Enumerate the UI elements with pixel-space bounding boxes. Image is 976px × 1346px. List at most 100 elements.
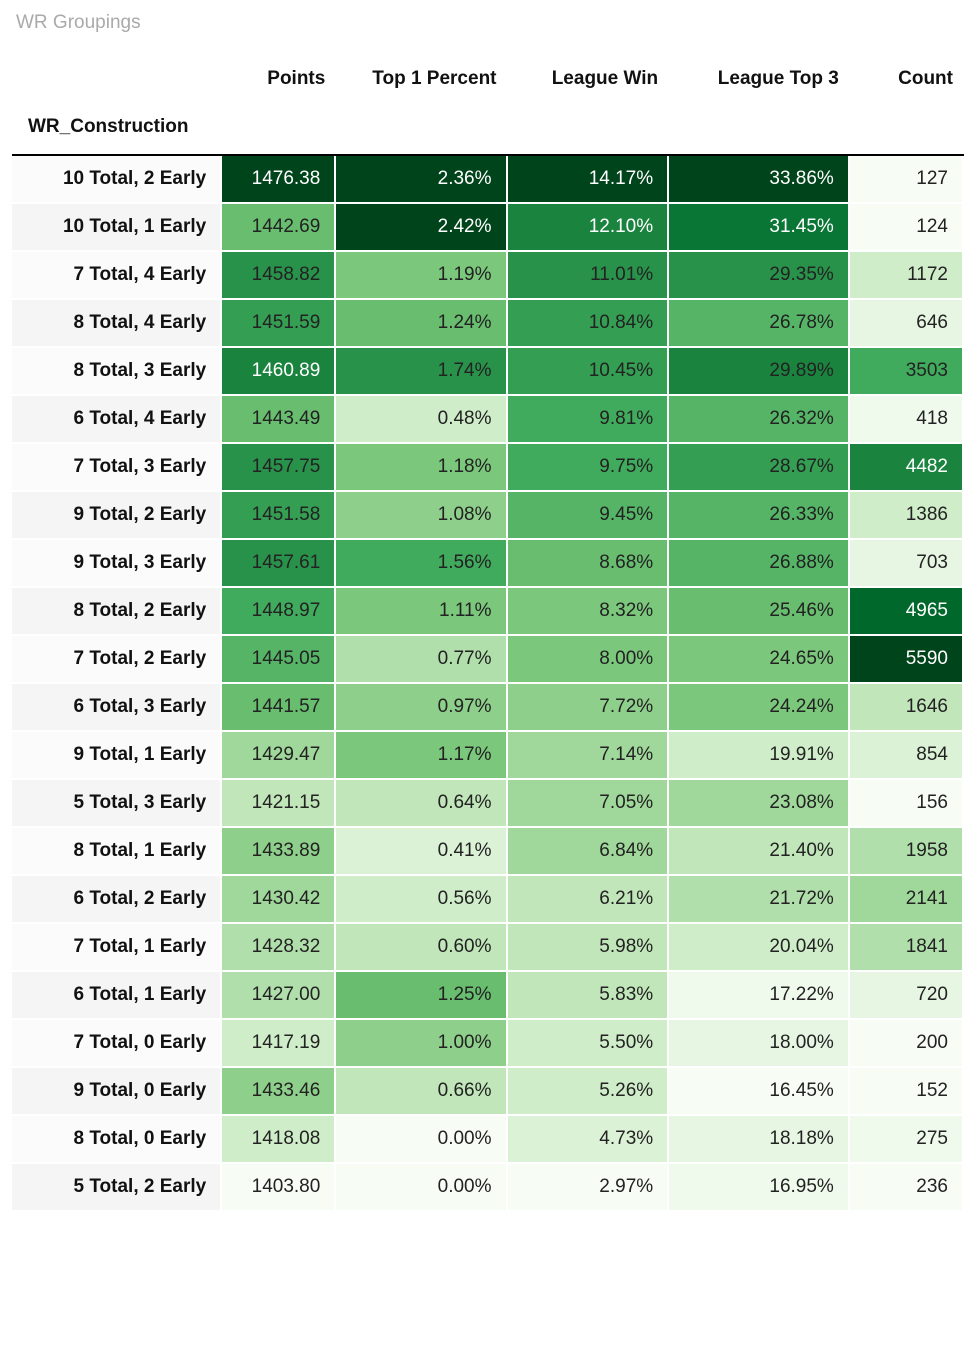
cell-count: 4482 (849, 443, 963, 491)
cell-lwin: 9.75% (507, 443, 669, 491)
cell-count: 2141 (849, 875, 963, 923)
cell-ltop3: 25.46% (668, 587, 849, 635)
cell-ltop3: 16.95% (668, 1163, 849, 1211)
table-row: 7 Total, 3 Early1457.751.18%9.75%28.67%4… (12, 443, 963, 491)
cell-lwin: 10.45% (507, 347, 669, 395)
cell-count: 156 (849, 779, 963, 827)
row-label: 6 Total, 2 Early (12, 875, 221, 923)
row-label: 6 Total, 1 Early (12, 971, 221, 1019)
cell-ltop3: 24.65% (668, 635, 849, 683)
table-row: 8 Total, 0 Early1418.080.00%4.73%18.18%2… (12, 1115, 963, 1163)
cell-top1: 0.00% (335, 1163, 506, 1211)
cell-ltop3: 29.89% (668, 347, 849, 395)
col-header-count: Count (849, 58, 963, 104)
cell-lwin: 5.83% (507, 971, 669, 1019)
column-header-row: Points Top 1 Percent League Win League T… (12, 58, 963, 104)
table-row: 7 Total, 0 Early1417.191.00%5.50%18.00%2… (12, 1019, 963, 1067)
cell-ltop3: 33.86% (668, 155, 849, 203)
cell-ltop3: 21.72% (668, 875, 849, 923)
cell-lwin: 8.00% (507, 635, 669, 683)
cell-count: 720 (849, 971, 963, 1019)
cell-lwin: 10.84% (507, 299, 669, 347)
cell-top1: 1.19% (335, 251, 506, 299)
table-row: 7 Total, 1 Early1428.320.60%5.98%20.04%1… (12, 923, 963, 971)
cell-top1: 2.42% (335, 203, 506, 251)
cell-count: 124 (849, 203, 963, 251)
row-label: 8 Total, 0 Early (12, 1115, 221, 1163)
cell-points: 1442.69 (221, 203, 335, 251)
cell-count: 1386 (849, 491, 963, 539)
cell-count: 152 (849, 1067, 963, 1115)
cell-count: 854 (849, 731, 963, 779)
cell-points: 1445.05 (221, 635, 335, 683)
cell-points: 1448.97 (221, 587, 335, 635)
cell-ltop3: 16.45% (668, 1067, 849, 1115)
cell-top1: 2.36% (335, 155, 506, 203)
cell-lwin: 9.81% (507, 395, 669, 443)
table-body: 10 Total, 2 Early1476.382.36%14.17%33.86… (12, 155, 963, 1211)
cell-points: 1476.38 (221, 155, 335, 203)
cell-count: 418 (849, 395, 963, 443)
cell-lwin: 4.73% (507, 1115, 669, 1163)
cell-top1: 0.97% (335, 683, 506, 731)
cell-points: 1429.47 (221, 731, 335, 779)
table-row: 9 Total, 2 Early1451.581.08%9.45%26.33%1… (12, 491, 963, 539)
cell-points: 1417.19 (221, 1019, 335, 1067)
row-label: 6 Total, 3 Early (12, 683, 221, 731)
cell-top1: 1.00% (335, 1019, 506, 1067)
table-row: 5 Total, 2 Early1403.800.00%2.97%16.95%2… (12, 1163, 963, 1211)
row-label: 7 Total, 0 Early (12, 1019, 221, 1067)
cell-top1: 0.41% (335, 827, 506, 875)
cell-top1: 0.60% (335, 923, 506, 971)
cell-points: 1451.59 (221, 299, 335, 347)
cell-ltop3: 31.45% (668, 203, 849, 251)
cell-count: 236 (849, 1163, 963, 1211)
row-label: 7 Total, 1 Early (12, 923, 221, 971)
cell-top1: 0.64% (335, 779, 506, 827)
row-label: 9 Total, 1 Early (12, 731, 221, 779)
col-header-ltop3: League Top 3 (668, 58, 849, 104)
row-label: 8 Total, 4 Early (12, 299, 221, 347)
cell-lwin: 7.72% (507, 683, 669, 731)
table-row: 10 Total, 1 Early1442.692.42%12.10%31.45… (12, 203, 963, 251)
cell-lwin: 8.68% (507, 539, 669, 587)
cell-top1: 1.74% (335, 347, 506, 395)
table-row: 8 Total, 2 Early1448.971.11%8.32%25.46%4… (12, 587, 963, 635)
row-label: 8 Total, 3 Early (12, 347, 221, 395)
col-header-top1: Top 1 Percent (335, 58, 506, 104)
cell-top1: 0.00% (335, 1115, 506, 1163)
cell-ltop3: 28.67% (668, 443, 849, 491)
row-label: 10 Total, 2 Early (12, 155, 221, 203)
table-row: 7 Total, 2 Early1445.050.77%8.00%24.65%5… (12, 635, 963, 683)
cell-points: 1451.58 (221, 491, 335, 539)
col-header-lwin: League Win (507, 58, 669, 104)
cell-top1: 0.48% (335, 395, 506, 443)
cell-points: 1441.57 (221, 683, 335, 731)
row-label: 7 Total, 4 Early (12, 251, 221, 299)
cell-count: 1841 (849, 923, 963, 971)
table-row: 6 Total, 2 Early1430.420.56%6.21%21.72%2… (12, 875, 963, 923)
cell-count: 5590 (849, 635, 963, 683)
table-row: 6 Total, 4 Early1443.490.48%9.81%26.32%4… (12, 395, 963, 443)
row-label: 9 Total, 3 Early (12, 539, 221, 587)
blank-header (12, 58, 221, 104)
cell-top1: 1.08% (335, 491, 506, 539)
row-label: 10 Total, 1 Early (12, 203, 221, 251)
cell-ltop3: 26.33% (668, 491, 849, 539)
cell-points: 1458.82 (221, 251, 335, 299)
cell-ltop3: 26.78% (668, 299, 849, 347)
table-row: 6 Total, 3 Early1441.570.97%7.72%24.24%1… (12, 683, 963, 731)
cell-count: 200 (849, 1019, 963, 1067)
cell-top1: 0.77% (335, 635, 506, 683)
cell-lwin: 2.97% (507, 1163, 669, 1211)
cell-top1: 1.24% (335, 299, 506, 347)
cell-ltop3: 24.24% (668, 683, 849, 731)
cell-points: 1403.80 (221, 1163, 335, 1211)
cell-lwin: 7.14% (507, 731, 669, 779)
cell-points: 1421.15 (221, 779, 335, 827)
row-label: 7 Total, 3 Early (12, 443, 221, 491)
row-label: 5 Total, 2 Early (12, 1163, 221, 1211)
cell-lwin: 5.50% (507, 1019, 669, 1067)
table-row: 8 Total, 3 Early1460.891.74%10.45%29.89%… (12, 347, 963, 395)
cell-points: 1428.32 (221, 923, 335, 971)
